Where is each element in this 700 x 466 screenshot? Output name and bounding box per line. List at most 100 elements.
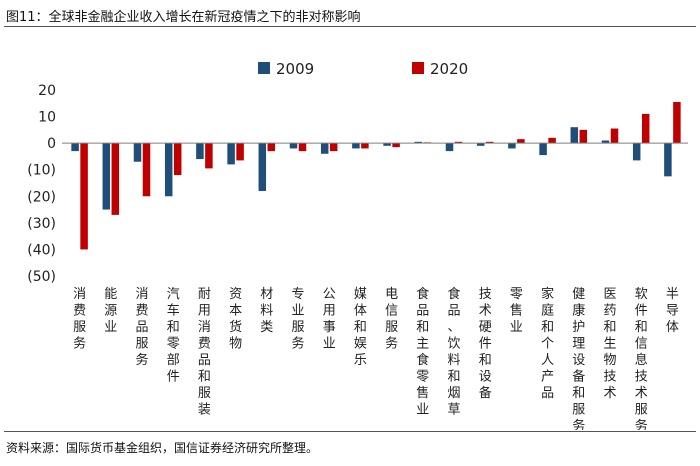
category-label-char: 耐 (198, 287, 211, 302)
bar-2009 (414, 141, 423, 144)
category-label-char: 半 (666, 287, 679, 302)
bar-2009 (508, 143, 516, 149)
bar-2020 (548, 137, 556, 144)
category-label-char: 术 (603, 386, 616, 401)
bar-2020 (579, 129, 588, 144)
category-label-char: 软 (635, 287, 648, 302)
category-label-char: 硬 (479, 320, 492, 335)
category-label-char: 娱 (354, 337, 367, 352)
bar-2020 (205, 143, 213, 169)
category-label-char: 和 (635, 320, 648, 335)
bar-2020 (236, 143, 244, 161)
category-label-char: 产 (541, 370, 554, 385)
category-label-char: 售 (510, 303, 523, 319)
category-label-char: 业 (291, 304, 304, 319)
category-label-char: 用 (198, 304, 211, 319)
legend-label-2020: 2020 (430, 60, 468, 78)
category-label-char: 务 (385, 336, 398, 352)
category-label-char: 食 (447, 286, 460, 302)
category-label-char: 业 (416, 403, 429, 418)
category-label-char: 庭 (541, 303, 554, 319)
category-label-char: 技 (479, 287, 492, 302)
category-label-char: 务 (73, 336, 86, 352)
category-label-char: 消 (135, 287, 148, 302)
category-label-char: 事 (323, 320, 336, 335)
category-label-char: 服 (291, 320, 304, 335)
bar-2020 (454, 141, 463, 144)
bar-2009 (196, 143, 204, 160)
category-label-char: 资 (229, 287, 242, 302)
category-label-char: 和 (416, 320, 429, 335)
category-label-char: 服 (73, 320, 86, 335)
y-tick-label: (20) (27, 189, 56, 205)
bar-2020 (267, 143, 276, 152)
bar-2020 (673, 101, 681, 144)
category-label-char: 业 (510, 320, 523, 335)
y-tick-label: (30) (27, 216, 56, 232)
category-label-char: 和 (354, 320, 367, 335)
category-label: 半导体 (666, 287, 679, 335)
category-label-char: 饮 (447, 337, 460, 352)
category-label-char: 货 (229, 319, 242, 335)
category-label-char: 备 (572, 369, 585, 385)
category-label-char: 部 (167, 353, 180, 368)
category-label-char: 和 (541, 320, 554, 335)
bar-2009 (320, 143, 329, 154)
category-label-char: 导 (666, 304, 679, 319)
category-label-char: 汽 (167, 287, 180, 302)
category-label-char: 服 (198, 386, 211, 401)
category-label-char: 药 (603, 304, 616, 319)
bar-2009 (476, 143, 485, 146)
category-label-char: 务 (135, 352, 148, 368)
category-label-char: 和 (603, 320, 616, 335)
category-label-char: 人 (541, 353, 554, 368)
category-label-char: 本 (229, 304, 242, 319)
category-label-char: 车 (167, 303, 180, 319)
category-label-char: 零 (510, 287, 523, 302)
category-label-char: 术 (635, 386, 648, 401)
category-label-char: 业 (104, 320, 117, 335)
category-label-char: 服 (135, 337, 148, 352)
category-label-char: 乐 (354, 353, 367, 368)
source-divider (4, 431, 696, 432)
category-label-char: 主 (416, 337, 429, 352)
category-label-char: 件 (479, 337, 492, 352)
category-label-char: 备 (479, 385, 492, 401)
bar-2009 (289, 143, 298, 149)
category-label-char: 体 (666, 320, 679, 335)
category-label-char: 理 (572, 337, 585, 352)
category-label-char: 源 (104, 304, 117, 319)
y-tick-label: 10 (38, 110, 56, 126)
bar-2009 (601, 140, 610, 144)
bar-2020 (298, 143, 307, 152)
source-note: 资料来源：国际货币基金组织，国信证券经济研究所整理。 (6, 441, 319, 455)
category-label-char: 品 (416, 304, 429, 319)
category-label-char: 医 (603, 287, 616, 302)
category-label-char: 食 (416, 286, 429, 302)
category-label-char: 设 (479, 370, 492, 385)
category-label-char: 个 (541, 337, 554, 352)
bar-2009 (133, 143, 142, 162)
category-label-char: 技 (603, 370, 616, 385)
category-label-char: 电 (385, 287, 398, 302)
category-label-char: 件 (635, 304, 648, 319)
legend-swatch-2020 (412, 62, 424, 74)
category-label-char: 品 (135, 320, 148, 335)
bar-2020 (80, 143, 88, 250)
bar-2009 (664, 143, 672, 177)
category-label-char: 术 (479, 304, 492, 319)
category-label-char: 食 (416, 352, 429, 368)
category-label-char: 生 (603, 337, 616, 352)
figure-title: 图11：全球非金融企业收入增长在新冠疫情之下的非对称影响 (6, 10, 361, 25)
